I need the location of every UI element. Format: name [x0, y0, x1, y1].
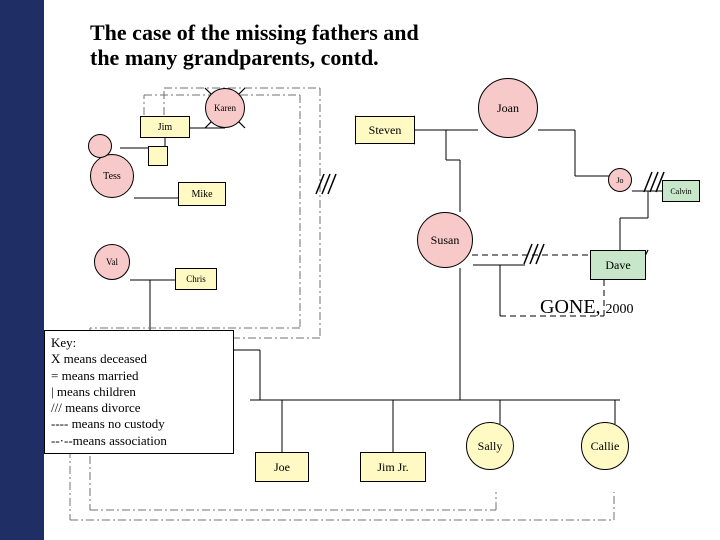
node-label: Callie — [591, 439, 620, 454]
node-val: Val — [94, 244, 130, 280]
legend-line: = means married — [51, 368, 227, 384]
node-label: Joan — [497, 101, 519, 116]
legend-line: ---- means no custody — [51, 416, 227, 432]
legend-line: --·--means association — [51, 433, 227, 449]
node-chris: Chris — [175, 268, 217, 290]
left-sidebar — [0, 0, 44, 540]
node-sally: Sally — [466, 422, 514, 470]
node-callie: Callie — [581, 422, 629, 470]
node-joan: Joan — [478, 78, 538, 138]
legend-title: Key: — [51, 335, 227, 351]
node-label: Calvin — [670, 187, 691, 196]
node-steven: Steven — [355, 116, 415, 144]
node-label: Val — [106, 257, 118, 267]
node-label: Steven — [369, 123, 402, 138]
gone-label: GONE, 2000 — [540, 296, 634, 319]
node-calvin: Calvin — [662, 180, 700, 202]
node-jimjr: Jim Jr. — [360, 452, 426, 482]
node-jomini: Jo — [608, 168, 632, 192]
node-joe: Joe — [255, 452, 309, 482]
node-unk1 — [88, 134, 112, 158]
node-jim: Jim — [140, 116, 190, 138]
node-mike: Mike — [178, 182, 226, 206]
node-label: Joe — [274, 460, 290, 475]
node-dave: Dave — [590, 250, 646, 280]
slide-title: The case of the missing fathers and the … — [90, 20, 419, 71]
node-label: Chris — [186, 274, 206, 284]
node-karen: Karen — [205, 88, 245, 128]
node-tess: Tess — [90, 154, 134, 198]
title-line-2: the many grandparents, contd. — [90, 45, 379, 70]
title-line-1: The case of the missing fathers and — [90, 20, 419, 45]
node-label: Susan — [431, 233, 460, 248]
gone-year: 2000 — [606, 302, 634, 317]
node-label: Mike — [191, 189, 212, 200]
node-label: Jo — [616, 176, 623, 185]
node-label: Karen — [214, 103, 236, 113]
node-unk2 — [148, 146, 168, 166]
node-label: Jim — [158, 122, 172, 133]
legend-line: | means children — [51, 384, 227, 400]
node-label: Sally — [478, 439, 503, 454]
legend-line: X means deceased — [51, 351, 227, 367]
gone-text: GONE, — [540, 296, 601, 318]
node-label: Tess — [103, 171, 121, 182]
node-label: Dave — [605, 258, 630, 273]
node-susan: Susan — [417, 212, 473, 268]
legend-line: /// means divorce — [51, 400, 227, 416]
legend-key: Key: X means deceased = means married | … — [44, 330, 234, 454]
node-label: Jim Jr. — [377, 460, 408, 475]
